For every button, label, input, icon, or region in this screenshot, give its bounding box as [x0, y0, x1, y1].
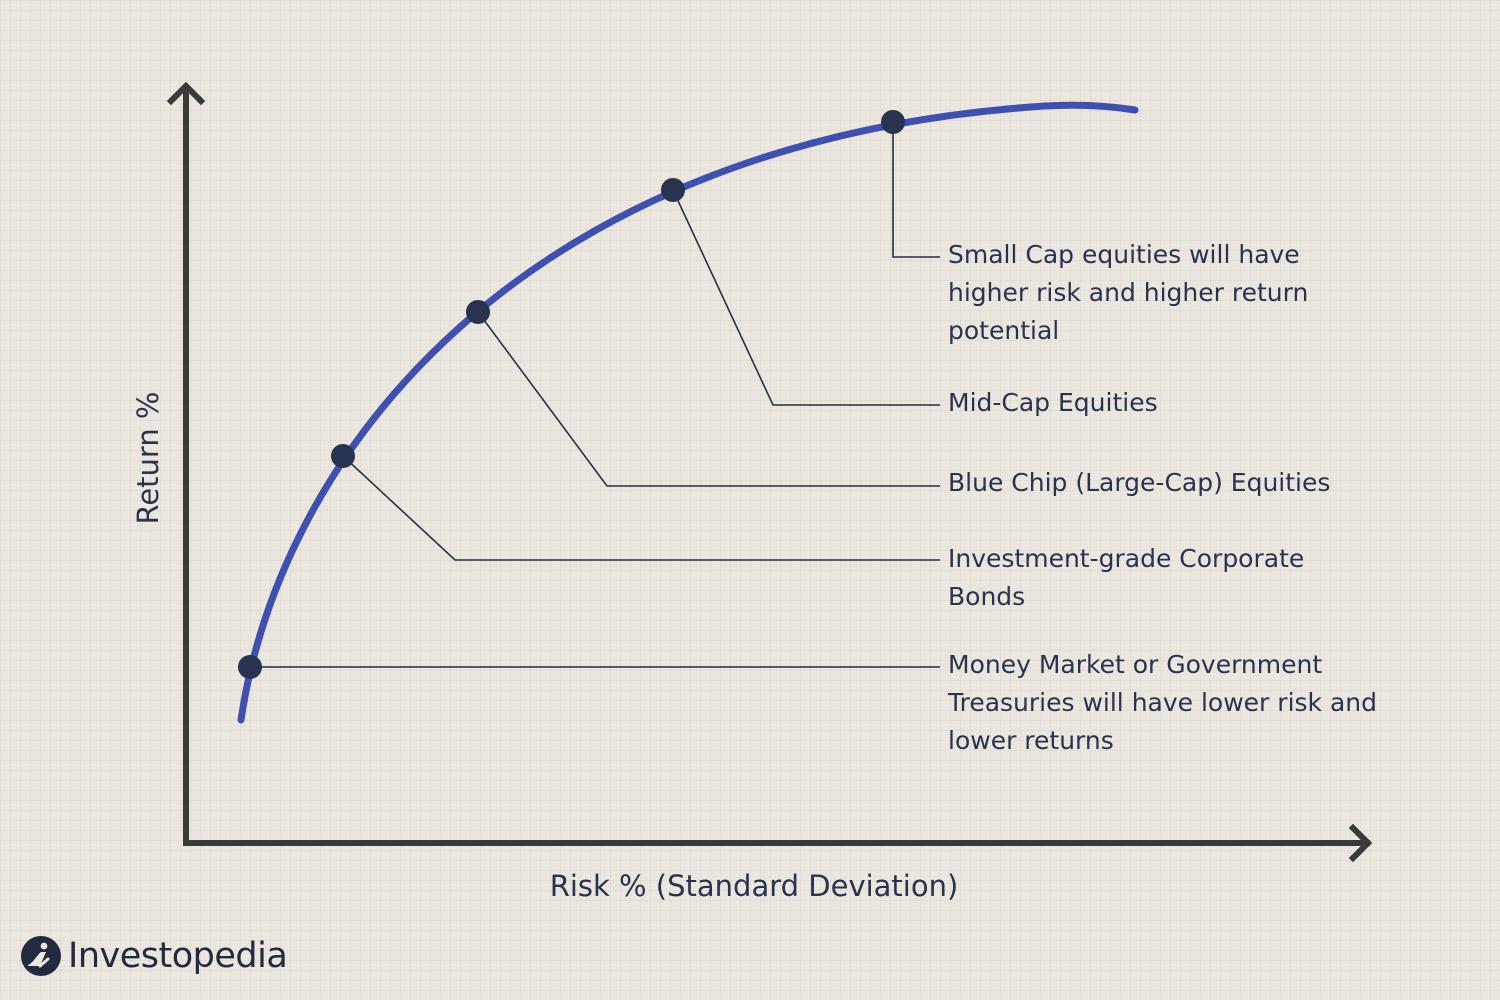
leader-lines	[250, 122, 940, 668]
investopedia-logo: Investopedia	[20, 933, 288, 979]
brand-name: Investopedia	[68, 936, 288, 976]
investopedia-logo-icon	[21, 936, 61, 976]
point-mid-cap	[661, 178, 685, 202]
data-points	[238, 110, 905, 679]
annotation-corporate-bonds: Investment-grade Corporate Bonds	[948, 544, 1305, 611]
point-corporate-bonds	[331, 444, 355, 468]
point-money-market	[238, 655, 262, 679]
efficient-frontier-curve	[237, 101, 1139, 724]
y-axis-title: Return %	[131, 391, 165, 524]
leader-line-mid-cap	[672, 189, 940, 406]
x-axis	[183, 823, 1373, 863]
annotation-mid-cap: Mid-Cap Equities	[948, 388, 1158, 417]
x-axis-title: Risk % (Standard Deviation)	[550, 869, 959, 903]
point-small-cap	[881, 110, 905, 134]
annotation-money-market: Money Market or Government Treasuries wi…	[948, 650, 1377, 755]
leader-line-corporate-bonds	[342, 455, 940, 561]
leader-line-small-cap	[892, 122, 940, 258]
leader-line-blue-chip	[477, 311, 940, 487]
point-blue-chip	[466, 300, 490, 324]
annotation-blue-chip: Blue Chip (Large-Cap) Equities	[948, 468, 1331, 497]
annotation-small-cap: Small Cap equities will have higher risk…	[948, 240, 1309, 345]
y-axis	[166, 81, 206, 846]
